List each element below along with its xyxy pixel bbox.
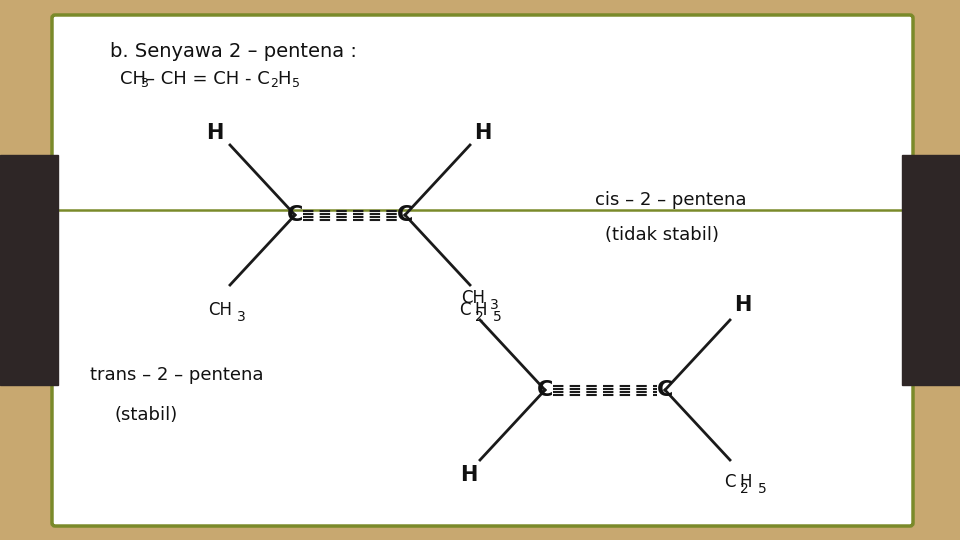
- Text: CH: CH: [461, 289, 485, 307]
- Text: 2: 2: [475, 310, 484, 324]
- Text: CH: CH: [208, 301, 232, 319]
- Bar: [902, 155, 960, 385]
- Text: 5: 5: [758, 482, 767, 496]
- Text: H: H: [474, 123, 492, 143]
- Text: H: H: [734, 295, 752, 315]
- Text: 3: 3: [490, 298, 499, 312]
- Text: – CH = CH - C: – CH = CH - C: [146, 70, 270, 88]
- Text: C: C: [287, 205, 303, 225]
- Text: H: H: [740, 473, 753, 491]
- Text: 5: 5: [493, 310, 502, 324]
- Text: b. Senyawa 2 – pentena :: b. Senyawa 2 – pentena :: [110, 42, 357, 61]
- Text: H: H: [277, 70, 291, 88]
- Text: H: H: [206, 123, 224, 143]
- Text: C: C: [459, 301, 470, 319]
- Text: C: C: [657, 380, 673, 400]
- Text: 3: 3: [237, 310, 246, 324]
- Bar: [0, 155, 58, 385]
- FancyBboxPatch shape: [52, 15, 913, 526]
- Text: C: C: [537, 380, 553, 400]
- Text: 3: 3: [140, 77, 148, 90]
- Text: CH: CH: [120, 70, 146, 88]
- Text: (tidak stabil): (tidak stabil): [605, 226, 719, 244]
- Text: 2: 2: [270, 77, 277, 90]
- Text: (stabil): (stabil): [115, 406, 179, 424]
- Text: trans – 2 – pentena: trans – 2 – pentena: [90, 366, 263, 384]
- Text: C: C: [396, 205, 413, 225]
- Text: 2: 2: [740, 482, 749, 496]
- Text: cis – 2 – pentena: cis – 2 – pentena: [595, 191, 747, 209]
- Text: H: H: [460, 465, 478, 485]
- Text: 5: 5: [292, 77, 300, 90]
- Text: H: H: [475, 301, 488, 319]
- Text: C: C: [724, 473, 735, 491]
